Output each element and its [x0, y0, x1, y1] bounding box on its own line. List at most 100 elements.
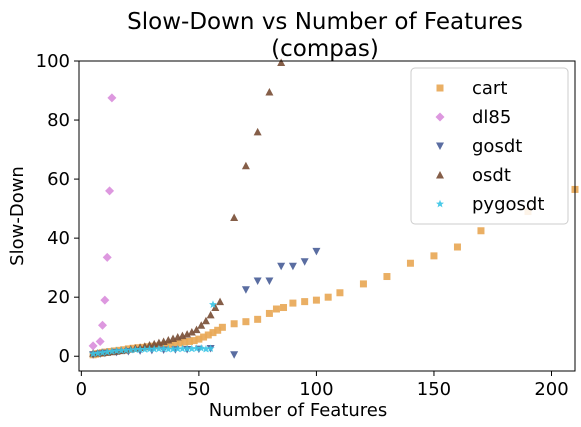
x-tick-label: 150	[417, 379, 451, 400]
y-tick-label: 80	[47, 110, 70, 131]
cart-point	[430, 252, 438, 260]
osdt-point	[216, 297, 225, 306]
osdt-point	[241, 161, 250, 170]
legend-label-osdt: osdt	[472, 165, 511, 186]
x-tick-label: 100	[299, 379, 333, 400]
cart-point	[200, 333, 208, 341]
pygosdt-point	[206, 344, 215, 352]
pygosdt-point	[122, 346, 131, 354]
legend-label-gosdt: gosdt	[472, 136, 522, 157]
cart-point	[129, 344, 137, 352]
cart-point	[242, 318, 250, 326]
pygosdt-point	[93, 349, 102, 357]
legend-marker-osdt	[436, 171, 444, 179]
legend-label-dl85: dl85	[472, 107, 511, 128]
pygosdt-point	[131, 345, 140, 354]
y-axis-label: Slow-Down	[7, 166, 28, 266]
y-tick-label: 60	[47, 169, 70, 190]
dl85-point	[102, 252, 112, 262]
cart-point	[359, 280, 367, 288]
dl85-point	[100, 295, 110, 305]
pygosdt-point	[89, 349, 98, 358]
cart-point	[383, 273, 391, 281]
cart-point	[167, 340, 175, 348]
pygosdt-point	[173, 344, 182, 353]
cart-point	[289, 299, 297, 307]
gosdt-point	[277, 262, 286, 271]
cart-point	[176, 339, 184, 347]
pygosdt-point	[187, 344, 196, 353]
pygosdt-point	[154, 344, 163, 353]
series-dl85	[88, 93, 117, 351]
cart-point	[214, 326, 222, 334]
y-tick-label: 0	[59, 346, 70, 367]
legend-box	[410, 67, 569, 225]
x-axis-ticks: 0 50 100 150 200	[76, 371, 569, 400]
osdt-point	[230, 213, 239, 221]
osdt-point	[277, 58, 286, 66]
gosdt-point	[241, 286, 250, 294]
pygosdt-point	[107, 347, 116, 355]
cart-point	[204, 331, 212, 339]
cart-point	[453, 243, 461, 251]
osdt-point	[206, 310, 215, 319]
cart-point	[265, 309, 273, 317]
cart-point	[185, 337, 193, 345]
osdt-point	[197, 321, 206, 329]
pygosdt-point	[126, 345, 135, 354]
osdt-point	[187, 328, 196, 336]
series-pygosdt	[89, 300, 217, 358]
legend: cart dl85 gosdt osdt pygosdt	[410, 67, 569, 225]
cart-point	[301, 298, 309, 306]
cart-point	[218, 323, 226, 331]
cart-point	[324, 293, 332, 301]
pygosdt-point	[98, 348, 107, 357]
osdt-point	[192, 325, 201, 334]
cart-point	[336, 289, 344, 297]
cart-point	[195, 335, 203, 343]
x-tick-label: 50	[187, 379, 210, 400]
pygosdt-point	[164, 344, 173, 353]
pygosdt-point	[145, 344, 154, 353]
pygosdt-point	[169, 344, 178, 353]
cart-point	[254, 315, 262, 323]
pygosdt-point	[209, 300, 217, 308]
pygosdt-point	[136, 345, 145, 353]
pygosdt-point	[159, 344, 168, 353]
dl85-point	[98, 320, 108, 330]
cart-point	[406, 259, 414, 267]
gosdt-point	[312, 247, 321, 256]
pygosdt-point	[192, 344, 201, 352]
osdt-point	[253, 127, 262, 136]
legend-label-cart: cart	[472, 78, 507, 99]
osdt-point	[265, 88, 274, 96]
x-tick-label: 200	[534, 379, 568, 400]
cart-point	[477, 227, 485, 235]
gosdt-point	[288, 262, 297, 271]
pygosdt-point	[150, 344, 159, 353]
pygosdt-point	[117, 346, 126, 355]
legend-label-pygosdt: pygosdt	[472, 194, 544, 215]
cart-point	[272, 305, 280, 313]
cart-point	[190, 337, 198, 345]
gosdt-point	[253, 277, 262, 285]
data-marks	[88, 58, 579, 359]
osdt-point	[183, 330, 192, 338]
series-gosdt	[89, 247, 321, 359]
osdt-point	[211, 303, 220, 312]
cart-point	[171, 340, 179, 348]
pygosdt-point	[112, 346, 121, 355]
gosdt-point	[300, 258, 309, 266]
pygosdt-point	[201, 344, 210, 353]
gosdt-point	[230, 351, 239, 359]
legend-marker-pygosdt	[436, 199, 444, 208]
pygosdt-point	[178, 344, 187, 353]
cart-point	[209, 329, 217, 337]
y-tick-label: 40	[47, 228, 70, 249]
dl85-point	[95, 336, 105, 346]
pygosdt-point	[197, 344, 206, 352]
osdt-point	[201, 316, 210, 325]
cart-point	[181, 338, 189, 346]
pygosdt-point	[140, 345, 149, 353]
